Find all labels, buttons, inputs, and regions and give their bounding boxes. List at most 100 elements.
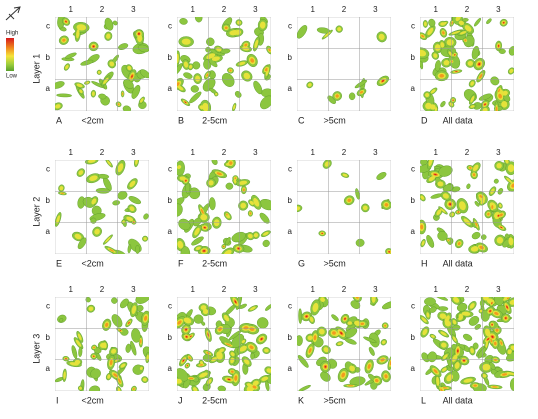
density-blob [427,351,437,363]
column-label: 3 [131,5,136,14]
column-label: 2 [465,5,470,14]
density-blob [240,202,247,209]
density-blob [120,363,126,368]
column-label: 1 [190,285,195,294]
density-blob [243,358,250,365]
density-blob [128,322,130,324]
density-blob [491,302,493,304]
density-blob [492,386,498,388]
density-blob [495,328,499,332]
density-blob [200,305,207,310]
density-blob [133,221,135,223]
density-blob [348,92,356,101]
density-blob [129,206,135,212]
density-blob [179,18,188,25]
density-blob [506,371,514,376]
density-blob [470,348,474,354]
density-blob [177,203,183,217]
density-blob [131,305,137,315]
density-blob [130,340,137,356]
density-blob [439,73,445,78]
density-blob [468,315,480,326]
density-blob [202,77,216,92]
density-blob [249,345,254,350]
density-blob [423,21,427,27]
density-blob [123,79,134,89]
density-blob [384,374,388,379]
panel-label: 2-5cm [202,258,227,268]
density-blob [79,89,83,94]
density-blob [190,335,192,338]
density-blob [55,81,65,89]
density-blob [452,319,457,325]
density-blob [420,195,425,200]
density-blob [378,33,385,41]
density-blob [507,164,514,173]
density-blob [448,51,453,57]
density-blob [128,196,142,205]
density-blob [260,338,263,340]
density-blob [238,61,246,66]
density-blob [428,18,436,27]
density-blob [459,31,467,35]
density-blob [464,25,472,32]
density-blob [360,322,365,326]
panel-label: 2-5cm [202,395,227,405]
density-blob [202,308,209,315]
density-blob [234,375,238,381]
density-blob [250,306,256,311]
density-blob [117,387,121,391]
density-blob [113,373,118,378]
density-blob [298,308,303,324]
density-blob [76,83,83,88]
density-blob [265,304,271,311]
density-blob [475,222,478,227]
density-blob [90,217,97,224]
density-blob [457,211,459,213]
panel-label: 2-5cm [202,115,227,125]
row-label: b [411,196,416,205]
density-blob [422,328,428,336]
panel-label: <2cm [81,258,103,268]
density-blob [59,186,64,191]
column-label: 1 [433,285,438,294]
density-blob [264,348,269,353]
column-label: 3 [373,148,378,157]
density-blob [106,33,111,39]
density-blob [470,96,475,103]
density-blob [203,250,206,252]
density-blob [59,318,64,323]
density-blob [463,333,473,341]
density-blob [375,378,379,383]
layer-label: Layer 3 [31,334,41,364]
density-blob [466,183,471,190]
column-label: 2 [465,285,470,294]
density-blob [428,175,436,182]
row-label: c [46,302,50,311]
density-blob [316,27,331,34]
row-label: b [411,53,416,62]
row-label: a [46,84,51,93]
density-blob [493,178,499,184]
layer-label: Layer 2 [31,197,41,227]
density-blob [230,352,235,357]
density-blob [94,228,100,235]
density-blob [309,316,314,322]
density-blob [211,56,220,61]
density-blob [495,106,498,111]
density-blob [119,298,129,309]
density-blob [177,63,183,75]
density-blob [143,237,147,241]
row-label: a [46,364,51,373]
density-blob [82,196,96,208]
row-label: b [46,196,51,205]
density-blob [446,39,454,46]
density-blob [491,205,494,209]
density-blob [211,160,218,165]
density-blob [191,236,204,246]
density-blob [307,335,313,341]
density-blob [498,88,501,93]
density-blob [264,67,268,72]
density-blob [458,313,463,318]
density-blob [249,212,252,215]
